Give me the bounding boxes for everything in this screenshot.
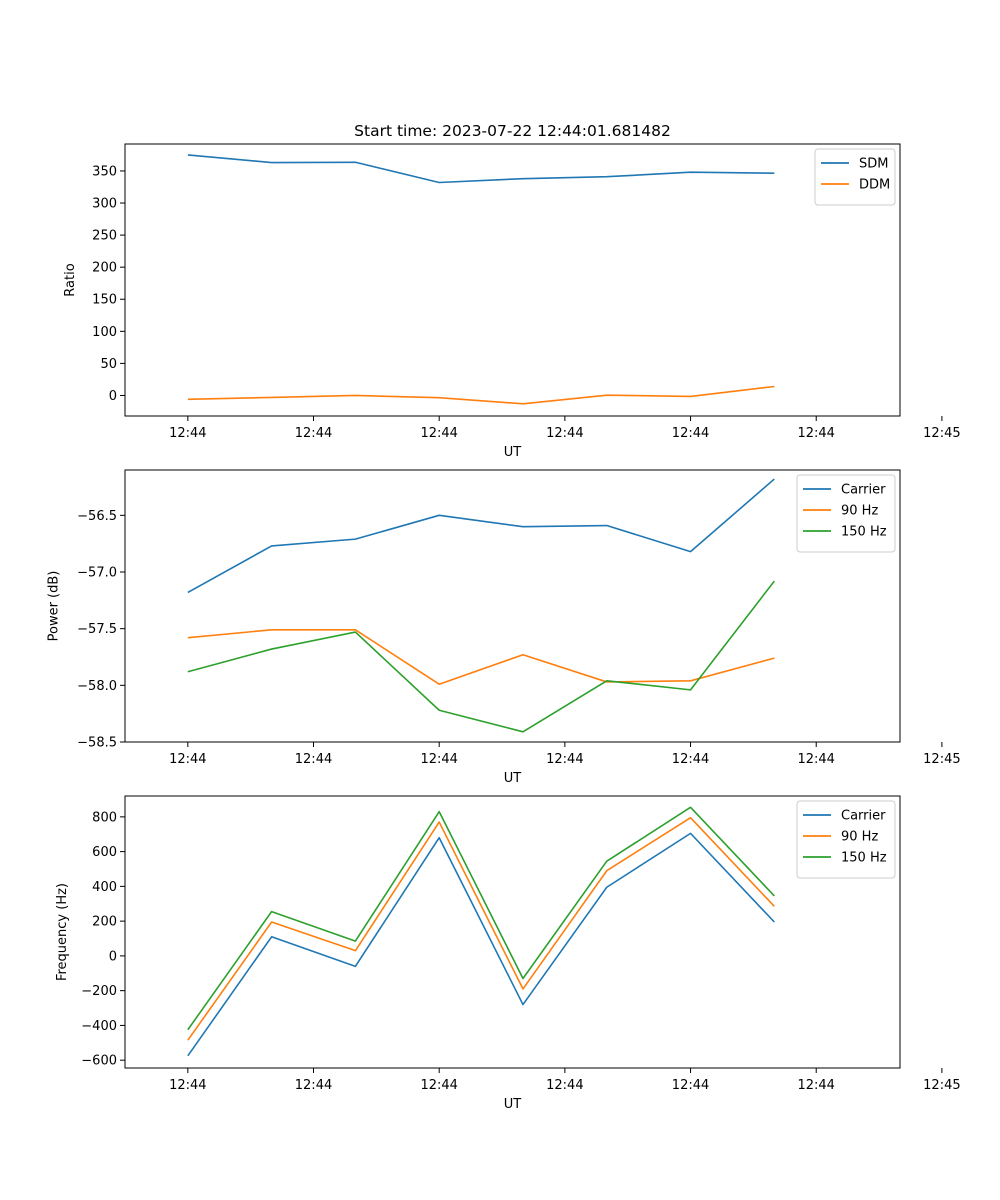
x-tick-label: 12:44 [672,752,709,767]
y-tick-label: −56.5 [77,509,117,524]
y-tick-label: 600 [92,845,117,860]
series-line-150-hz [187,580,775,733]
x-tick-label: 12:44 [546,426,583,441]
y-tick-label: −57.5 [77,622,117,637]
axes-frame [124,143,901,417]
x-tick-label: 12:44 [420,752,457,767]
y-tick-label: −58.5 [77,736,117,751]
series-line-carrier [187,832,775,1057]
series-line-ddm [187,385,775,405]
x-tick-label: 12:44 [797,1078,834,1093]
series-line-90-hz [187,628,775,686]
y-tick-label: 50 [100,357,117,372]
x-tick-label: 12:44 [672,1078,709,1093]
legend-entry-label: 150 Hz [841,851,887,866]
legend: SDM DDM [814,148,896,206]
y-tick-label: 0 [109,949,117,964]
x-tick-label: 12:44 [546,1078,583,1093]
y-tick-label: 400 [92,880,117,895]
x-tick-label: 12:44 [420,1078,457,1093]
x-tick-label: 12:44 [672,426,709,441]
legend-entry-label: SDM [859,157,888,172]
y-tick-label: 350 [92,164,117,179]
x-tick-label: 12:44 [169,426,206,441]
x-tick-label: 12:44 [295,1078,332,1093]
legend: Carrier 90 Hz 150 Hz [796,800,896,879]
series-line-150-hz [187,806,775,1031]
axes-frame [124,795,901,1069]
chart-panel-2: 12:44 12:44 12:44 12:44 12:44 12:44 12:45 −58.5… [47,469,961,786]
x-tick-label: 12:45 [923,426,960,441]
legend-box [796,800,896,879]
series-line-sdm [187,154,775,184]
y-tick-label: 800 [92,810,117,825]
y-tick-label: −600 [81,1054,117,1069]
x-axis-label: UT [504,1097,522,1112]
legend-entry-label: DDM [859,178,890,193]
x-axis-label: UT [504,445,522,460]
legend: Carrier 90 Hz 150 Hz [796,474,896,553]
legend-entry-label: Carrier [841,483,886,498]
legend-box [796,474,896,553]
legend-entry-label: Carrier [841,809,886,824]
x-tick-label: 12:45 [923,1078,960,1093]
x-tick-label: 12:44 [295,426,332,441]
x-tick-label: 12:44 [169,1078,206,1093]
y-axis-label: Frequency (Hz) [55,883,70,981]
chart-panel-1: Start time: 2023-07-22 12:44:01.681482 12… [63,122,961,460]
legend-entry-label: 150 Hz [841,525,887,540]
y-tick-label: 300 [92,197,117,212]
legend-entry-label: 90 Hz [841,830,878,845]
y-axis-label: Ratio [63,263,78,296]
x-tick-label: 12:44 [797,752,834,767]
x-tick-label: 12:44 [546,752,583,767]
y-tick-label: 0 [109,389,117,404]
y-tick-label: 250 [92,229,117,244]
y-axis-label: Power (dB) [47,571,62,642]
y-tick-label: 100 [92,325,117,340]
y-tick-label: 150 [92,293,117,308]
series-line-carrier [187,478,775,594]
x-tick-label: 12:44 [797,426,834,441]
x-axis-label: UT [504,771,522,786]
y-tick-label: −200 [81,984,117,999]
axes-frame [124,469,901,743]
y-tick-label: −400 [81,1019,117,1034]
x-tick-label: 12:44 [295,752,332,767]
x-tick-label: 12:44 [420,426,457,441]
y-tick-label: −57.0 [77,566,117,581]
y-tick-label: 200 [92,915,117,930]
series-line-90-hz [187,816,775,1041]
x-tick-label: 12:45 [923,752,960,767]
x-tick-label: 12:44 [169,752,206,767]
chart-title: Start time: 2023-07-22 12:44:01.681482 [354,122,671,140]
y-tick-label: 200 [92,261,117,276]
chart-panel-3: 12:44 12:44 12:44 12:44 12:44 12:44 12:45 −600 −… [55,795,961,1112]
legend-entry-label: 90 Hz [841,504,878,519]
y-tick-label: −58.0 [77,679,117,694]
